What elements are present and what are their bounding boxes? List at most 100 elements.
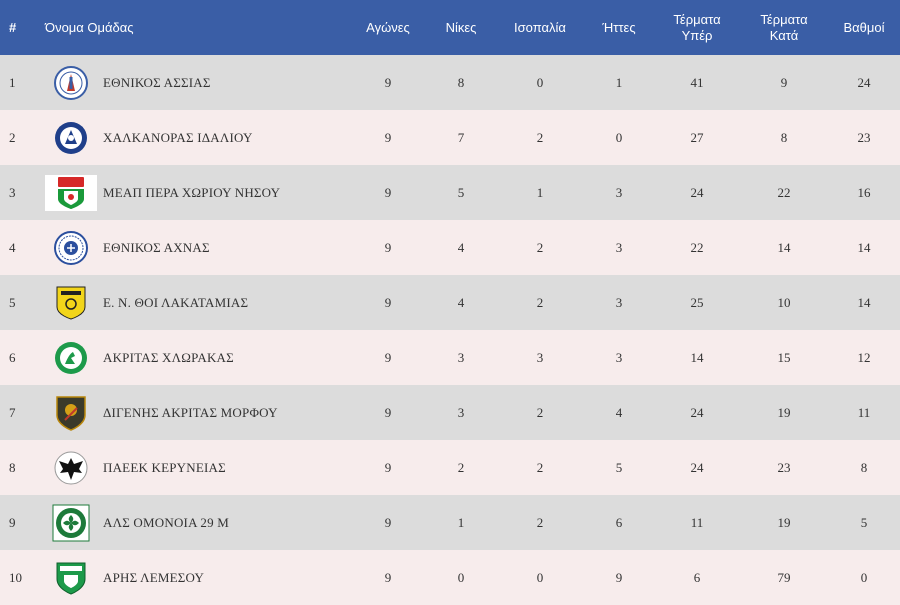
points-cell: 14 (857, 294, 871, 310)
wins-cell: 3 (457, 404, 465, 420)
table-row: 4 ΕΘΝΙΚΟΣ ΑΧΝΑΣ 9 4 2 3 22 14 14 (0, 220, 900, 275)
position-cell: 5 (9, 294, 16, 310)
position-cell: 9 (9, 514, 16, 530)
header-draws[interactable]: Ισοπαλία (514, 19, 566, 35)
goals-against-cell: 19 (777, 514, 791, 530)
goals-for-cell: 6 (693, 569, 701, 585)
played-cell: 9 (384, 349, 392, 365)
wins-cell: 3 (457, 349, 465, 365)
header-goals-for-line2: Υπέρ (681, 27, 713, 43)
header-wins[interactable]: Νίκες (445, 19, 477, 35)
losses-cell: 3 (615, 349, 623, 365)
header-goals-against-line1: Τέρματα (760, 11, 808, 27)
points-cell: 5 (860, 514, 868, 530)
team-name: ΕΘΝΙΚΟΣ ΑΣΣΙΑΣ (103, 74, 211, 90)
played-cell: 9 (384, 74, 392, 90)
meap-crest-icon (45, 174, 97, 212)
position-cell: 10 (9, 569, 22, 585)
wins-cell: 8 (457, 74, 465, 90)
draws-cell: 0 (536, 569, 544, 585)
digenis-crest-icon (45, 394, 97, 432)
goals-for-cell: 41 (690, 74, 704, 90)
paeek-crest-icon (45, 449, 97, 487)
team-name: ΑΚΡΙΤΑΣ ΧΛΩΡΑΚΑΣ (103, 349, 234, 365)
header-losses[interactable]: Ήττες (602, 19, 636, 35)
header-goals-for[interactable]: Τέρματα Υπέρ (654, 0, 740, 55)
aris-crest-icon (45, 559, 97, 597)
played-cell: 9 (384, 294, 392, 310)
goals-against-cell: 14 (777, 239, 791, 255)
team-name: ΔΙΓΕΝΗΣ ΑΚΡΙΤΑΣ ΜΟΡΦΟΥ (103, 404, 278, 420)
header-position[interactable]: # (9, 19, 17, 35)
points-cell: 24 (857, 74, 871, 90)
draws-cell: 2 (536, 239, 544, 255)
goals-against-cell: 9 (780, 74, 788, 90)
played-cell: 9 (384, 459, 392, 475)
draws-cell: 2 (536, 514, 544, 530)
table-row: 6 ΑΚΡΙΤΑΣ ΧΛΩΡΑΚΑΣ 9 3 3 3 14 15 12 (0, 330, 900, 385)
points-cell: 11 (857, 404, 871, 420)
table-row: 5 Ε. Ν. ΘΟΙ ΛΑΚΑΤΑΜΙΑΣ 9 4 2 3 25 10 14 (0, 275, 900, 330)
position-cell: 3 (9, 184, 16, 200)
omonoia-crest-icon (45, 504, 97, 542)
losses-cell: 0 (615, 129, 623, 145)
goals-against-cell: 19 (777, 404, 791, 420)
goals-for-cell: 24 (690, 404, 704, 420)
points-cell: 0 (860, 569, 868, 585)
played-cell: 9 (384, 514, 392, 530)
goals-for-cell: 25 (690, 294, 704, 310)
played-cell: 9 (384, 239, 392, 255)
goals-against-cell: 10 (777, 294, 791, 310)
goals-for-cell: 22 (690, 239, 704, 255)
wins-cell: 7 (457, 129, 465, 145)
losses-cell: 9 (615, 569, 623, 585)
team-name: ΑΛΣ ΟΜΟΝΟΙΑ 29 Μ (103, 514, 230, 530)
position-cell: 4 (9, 239, 16, 255)
team-cell[interactable]: ΜΕΑΠ ΠΕΡΑ ΧΩΡΙΟΥ ΝΗΣΟΥ (45, 165, 350, 220)
table-row: 8 ΠΑΕΕΚ ΚΕΡΥΝΕΙΑΣ 9 2 2 5 24 23 8 (0, 440, 900, 495)
position-cell: 8 (9, 459, 16, 475)
wins-cell: 4 (457, 294, 465, 310)
team-name: ΧΑΛΚΑΝΟΡΑΣ ΙΔΑΛΙΟΥ (103, 129, 253, 145)
wins-cell: 2 (457, 459, 465, 475)
position-cell: 2 (9, 129, 16, 145)
goals-against-cell: 22 (777, 184, 791, 200)
goals-against-cell: 15 (777, 349, 791, 365)
losses-cell: 6 (615, 514, 623, 530)
team-cell[interactable]: Ε. Ν. ΘΟΙ ΛΑΚΑΤΑΜΙΑΣ (45, 275, 350, 330)
played-cell: 9 (384, 129, 392, 145)
team-cell[interactable]: ΑΡΗΣ ΛΕΜΕΣΟΥ (45, 550, 350, 605)
team-cell[interactable]: ΑΛΣ ΟΜΟΝΟΙΑ 29 Μ (45, 495, 350, 550)
wins-cell: 1 (457, 514, 465, 530)
team-name: ΑΡΗΣ ΛΕΜΕΣΟΥ (103, 569, 205, 585)
table-header-row: # Όνομα Ομάδας Αγώνες Νίκες Ισοπαλία Ήττ… (0, 0, 900, 55)
losses-cell: 1 (615, 74, 623, 90)
losses-cell: 3 (615, 294, 623, 310)
header-team-name[interactable]: Όνομα Ομάδας (45, 19, 134, 35)
header-points[interactable]: Βαθμοί (843, 19, 885, 35)
points-cell: 23 (857, 129, 871, 145)
wins-cell: 0 (457, 569, 465, 585)
table-row: 7 ΔΙΓΕΝΗΣ ΑΚΡΙΤΑΣ ΜΟΡΦΟΥ 9 3 2 4 24 19 1… (0, 385, 900, 440)
table-row: 3 ΜΕΑΠ ΠΕΡΑ ΧΩΡΙΟΥ ΝΗΣΟΥ 9 5 1 3 24 22 1… (0, 165, 900, 220)
team-name: ΜΕΑΠ ΠΕΡΑ ΧΩΡΙΟΥ ΝΗΣΟΥ (103, 184, 281, 200)
draws-cell: 2 (536, 294, 544, 310)
header-played[interactable]: Αγώνες (366, 19, 410, 35)
team-cell[interactable]: ΔΙΓΕΝΗΣ ΑΚΡΙΤΑΣ ΜΟΡΦΟΥ (45, 385, 350, 440)
goals-for-cell: 27 (690, 129, 704, 145)
points-cell: 12 (857, 349, 871, 365)
position-cell: 6 (9, 349, 16, 365)
team-cell[interactable]: ΕΘΝΙΚΟΣ ΑΧΝΑΣ (45, 220, 350, 275)
points-cell: 16 (857, 184, 871, 200)
header-goals-against[interactable]: Τέρματα Κατά (740, 0, 828, 55)
team-cell[interactable]: ΧΑΛΚΑΝΟΡΑΣ ΙΔΑΛΙΟΥ (45, 110, 350, 165)
position-cell: 7 (9, 404, 16, 420)
team-cell[interactable]: ΕΘΝΙΚΟΣ ΑΣΣΙΑΣ (45, 55, 350, 110)
team-cell[interactable]: ΠΑΕΕΚ ΚΕΡΥΝΕΙΑΣ (45, 440, 350, 495)
wins-cell: 5 (457, 184, 465, 200)
ethnikos-assias-crest-icon (45, 64, 97, 102)
ethnikos-achnas-crest-icon (45, 229, 97, 267)
losses-cell: 4 (615, 404, 623, 420)
team-cell[interactable]: ΑΚΡΙΤΑΣ ΧΛΩΡΑΚΑΣ (45, 330, 350, 385)
